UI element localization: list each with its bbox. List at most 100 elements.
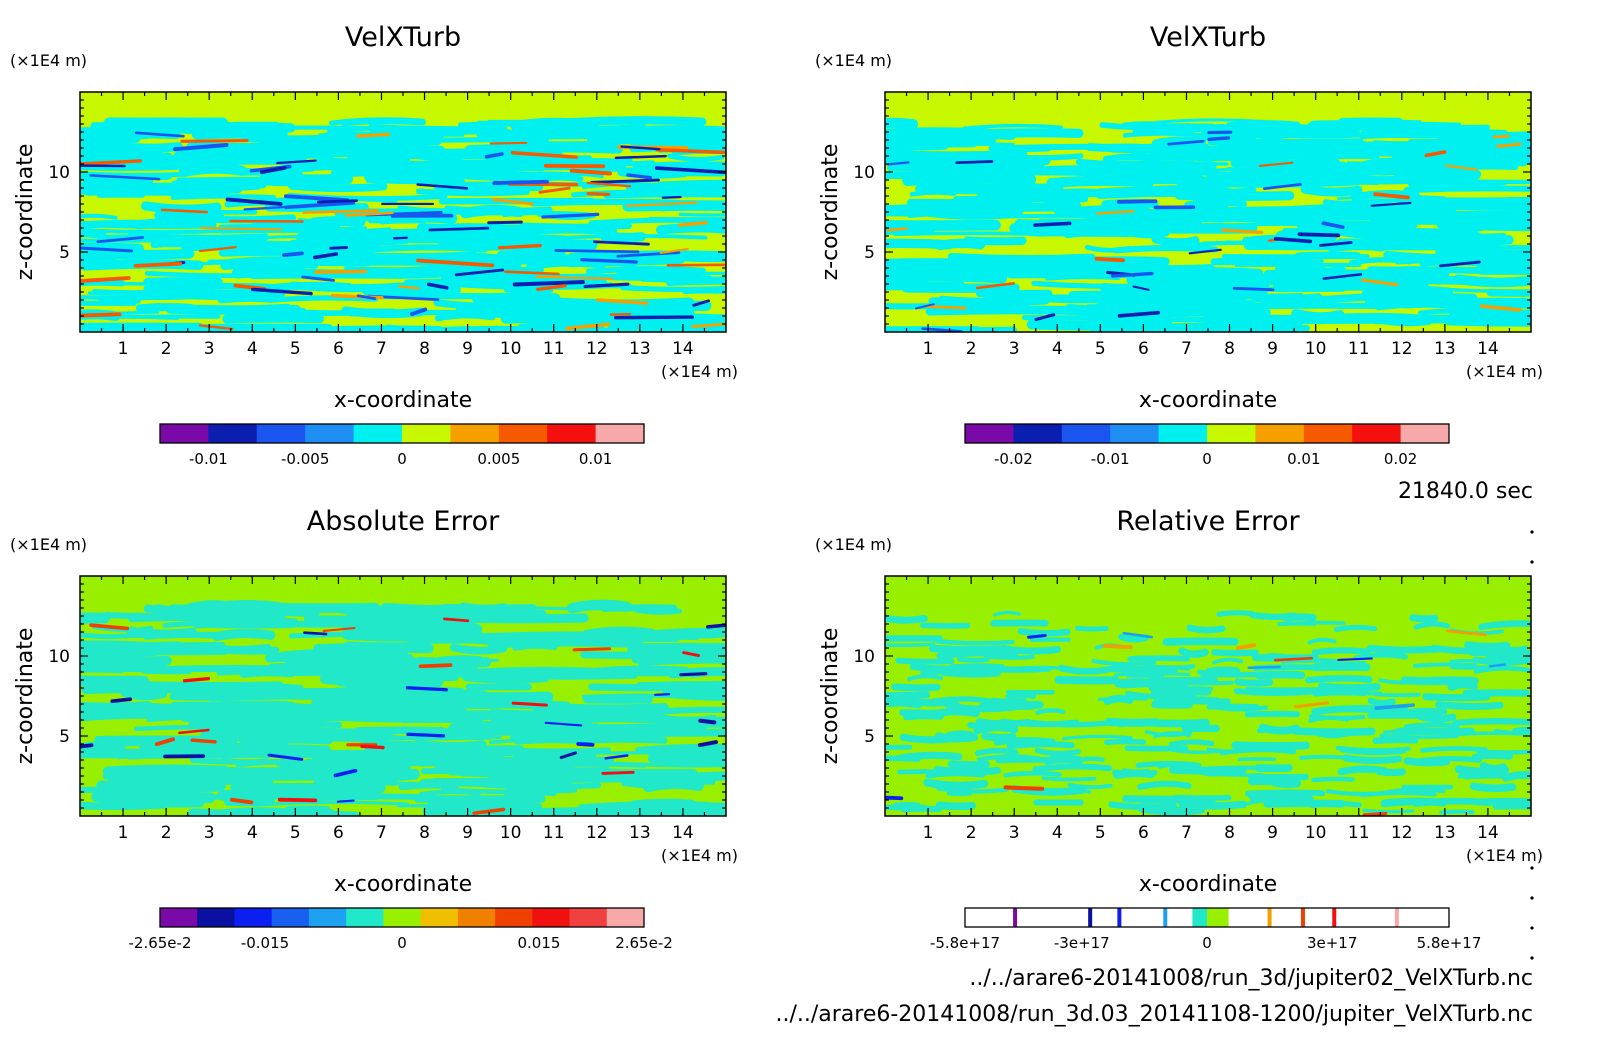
field-streak [572,647,612,652]
field-band [126,626,197,639]
field-streak [601,770,635,775]
field-streak [276,159,317,165]
field-streak [1096,209,1135,215]
field-streak [180,138,249,143]
field-streak [590,178,660,184]
field-streak [80,159,143,166]
colorbar-tick-label: -3e+17 [1054,934,1110,952]
field-streak [1479,304,1522,312]
field-band [1361,285,1453,300]
colorbar-frame [159,423,645,444]
field-band [1391,153,1531,160]
field-band [150,239,203,249]
field-band [635,744,726,753]
field-band [91,791,190,806]
field-band [1360,790,1437,798]
x-tick-label: 7 [376,339,387,359]
field-streak [472,807,506,815]
field-band [1457,216,1531,224]
field-streak [133,261,183,268]
field-band [270,706,427,717]
colorbar-segment [1394,908,1399,927]
field-band [1122,131,1197,138]
colorbar-segment [308,908,347,927]
colorbar-segment [197,908,235,927]
field-band [1458,771,1491,778]
field-band [539,172,604,180]
x-tick-label: 2 [161,823,172,843]
field-band [513,735,668,745]
field-band [1367,697,1396,707]
field-band [1184,198,1247,209]
field-streak [679,672,708,677]
y-tick-label: 10 [853,647,875,667]
field-streak [595,298,649,305]
field-band [143,604,234,616]
field-streak [316,199,359,204]
field-band [1186,624,1226,634]
field-band [287,181,388,193]
field-band [242,234,367,241]
field-streak [1273,656,1313,662]
field-band [193,621,257,629]
field-band [1307,637,1337,645]
field-band [1014,309,1111,315]
field-band [638,657,726,666]
field-band [406,159,547,173]
field-band [1370,707,1406,714]
field-band [1058,664,1113,675]
field-band [1034,747,1081,757]
x-tick-label: 1 [118,823,129,843]
field-band [932,206,1023,219]
field-band [327,125,477,133]
colorbar-segment [457,908,496,927]
field-band [120,687,168,701]
field-band [469,631,618,643]
field-streak [80,246,134,253]
field-band [1366,644,1442,654]
field-band [1315,312,1428,325]
field-band [1035,708,1066,715]
colorbar: -0.02 -0.01 0 0.01 0.02 [964,423,1450,468]
field-streak [393,236,409,240]
field-band [893,802,921,808]
field-band [1267,257,1314,270]
field-streak [914,303,935,310]
field-band [1132,127,1291,135]
field-band [1041,776,1097,782]
y-tick-label: 5 [864,727,875,747]
field-band [101,148,163,156]
field-band [440,787,578,795]
field-streak [1247,665,1281,669]
field-band [621,779,701,789]
field-band [1003,770,1062,778]
field-band [212,807,303,816]
heatmap-field [885,92,1531,332]
field-band [80,632,139,640]
field-band [1403,185,1531,194]
field-streak [1188,248,1222,255]
field-streak [955,160,994,165]
field-band [1216,610,1255,617]
x-tick-label: 5 [290,823,301,843]
colorbar-tick-label: 0 [1202,450,1212,468]
x-tick-label: 12 [586,823,608,843]
field-band [899,709,951,717]
field-streak [697,740,719,747]
field-band [581,182,681,189]
field-band [80,708,206,722]
field-streak [251,287,313,296]
x-tick-label: 12 [1391,823,1413,843]
colorbar-segment [160,424,209,443]
colorbar-segment [1088,908,1093,927]
field-band [974,747,1019,756]
field-band [80,164,192,171]
y-tick-label: 5 [59,243,70,263]
file-path-1: ../../arare6-20141008/run_3d/jupiter02_V… [969,966,1533,991]
colorbar-tick-label: 5.8e+17 [1417,934,1482,952]
field-band [1343,174,1420,185]
field-streak [576,741,595,747]
field-band [109,120,206,130]
colorbar-tick-label: 0.01 [1287,450,1320,468]
field-streak [625,201,698,207]
